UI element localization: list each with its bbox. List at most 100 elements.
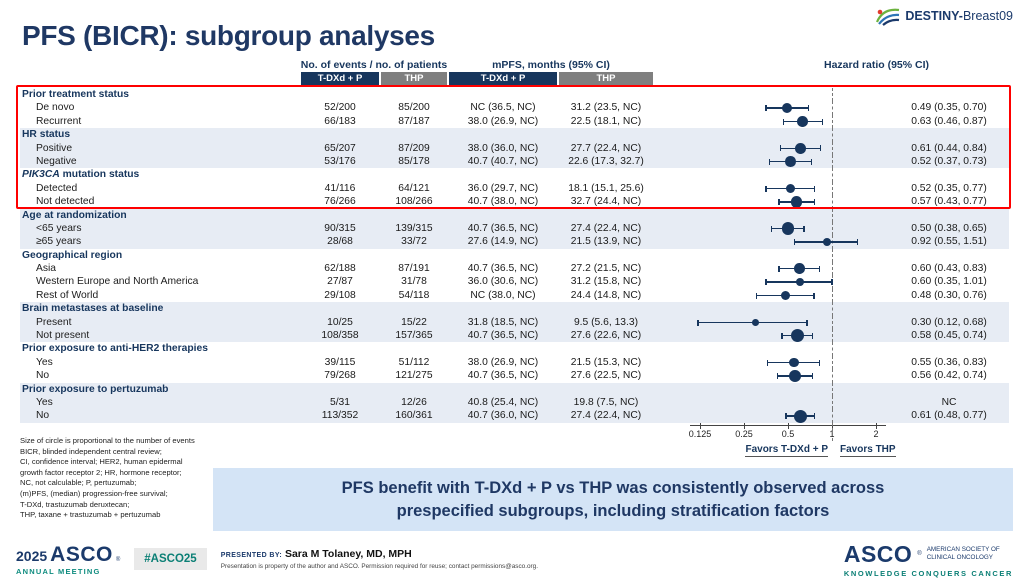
footnote-line: Size of circle is proportional to the nu… xyxy=(20,436,195,445)
mpfs-arm1-value: 36.0 (29.7, NC) xyxy=(467,182,539,194)
events-arm1-header: T-DXd + P xyxy=(301,72,379,86)
disclaimer-text: Presentation is property of the author a… xyxy=(220,563,538,570)
events-arm2-value: 121/275 xyxy=(395,370,433,382)
conclusion-banner: PFS benefit with T-DXd + P vs THP was co… xyxy=(213,468,1013,531)
footer: 2025 ASCO ® ANNUAL MEETING #ASCO25 PRESE… xyxy=(0,539,1027,585)
destiny-logo-text: DESTINY-Breast09 xyxy=(905,9,1013,23)
mpfs-arm1-value: 40.7 (40.7, NC) xyxy=(467,155,539,167)
events-arm2-value: 12/26 xyxy=(401,396,427,408)
favors-left-label: Favors T-DXd + P xyxy=(745,443,828,457)
forest-cell xyxy=(654,395,889,410)
forest-cell xyxy=(654,262,889,276)
events-arm2-value: 157/365 xyxy=(395,330,433,342)
events-arm2-header: THP xyxy=(381,72,447,86)
events-arm2-value: 87/187 xyxy=(398,115,430,127)
events-arm1-value: 53/176 xyxy=(324,155,356,167)
axis-tick-label: 0.125 xyxy=(688,428,712,439)
footnote-line: BICR, blinded independent central review… xyxy=(20,446,162,456)
events-arm1-value: 79/268 xyxy=(324,370,356,382)
registered-mark: ® xyxy=(917,551,922,557)
events-arm2-value: 85/200 xyxy=(398,102,430,114)
subgroup-label: Yes xyxy=(36,396,53,408)
reference-line xyxy=(832,395,833,410)
subgroup-row: Positive 65/207 87/209 38.0 (36.0, NC) 27.7 … xyxy=(20,141,1009,155)
subgroup-row: Rest of World 29/108 54/118 NC (38.0, NC) 24… xyxy=(20,288,1009,303)
mpfs-arm1-value: 40.7 (36.5, NC) xyxy=(467,370,539,382)
events-arm1-value: 113/352 xyxy=(321,410,359,422)
ci-cap-left xyxy=(794,239,796,246)
events-arm1-value: 10/25 xyxy=(327,316,353,328)
ci-cap-left xyxy=(697,319,699,326)
forest-cell xyxy=(654,154,889,169)
forest-cell xyxy=(654,409,889,423)
hr-value: 0.60 (0.43, 0.83) xyxy=(911,263,987,275)
forest-cell xyxy=(654,315,889,330)
hr-value: 0.48 (0.30, 0.76) xyxy=(911,289,987,301)
hr-value: 0.52 (0.35, 0.77) xyxy=(911,182,987,194)
mpfs-header: mPFS, months (95% CI) xyxy=(492,59,610,71)
mpfs-arm1-value: 40.7 (36.5, NC) xyxy=(467,330,539,342)
events-arm2-value: 54/118 xyxy=(398,289,430,301)
events-arm2-value: 108/266 xyxy=(395,196,433,208)
subgroup-row: <65 years 90/315 139/315 40.7 (36.5, NC) 27.… xyxy=(20,221,1009,236)
reference-line xyxy=(832,369,833,383)
reference-line xyxy=(832,208,833,222)
asco-org-line-1: AMERICAN SOCIETY OF xyxy=(926,546,1000,554)
mpfs-arm2-value: 18.1 (15.1, 25.6) xyxy=(568,182,644,194)
footnote-line: THP, taxane + trastuzumab + pertuzumab xyxy=(20,510,161,520)
mpfs-arm1-value: 40.7 (36.5, NC) xyxy=(467,263,539,275)
axis-tick-label: 2 xyxy=(873,428,879,439)
events-arm1-value: 76/266 xyxy=(324,196,356,208)
forest-cell xyxy=(654,275,889,289)
group-header-row: Geographical region xyxy=(20,248,1009,263)
subgroup-row: ≥65 years 28/68 33/72 27.6 (14.9, NC) 21.5 (… xyxy=(20,235,1009,249)
ci-cap-right xyxy=(814,199,816,206)
hr-point xyxy=(781,222,795,235)
hr-value: 0.60 (0.35, 1.01) xyxy=(911,276,987,288)
forest-cell xyxy=(654,168,889,182)
hr-value: NC xyxy=(941,396,957,408)
mpfs-arm1-value: 40.7 (36.5, NC) xyxy=(467,222,539,234)
group-header-row: Prior exposure to pertuzumab xyxy=(20,382,1009,396)
ci-cap-right xyxy=(856,239,859,246)
asco-meeting-logo: 2025 ASCO ® ANNUAL MEETING xyxy=(16,543,120,576)
meeting-year: 2025 xyxy=(16,547,48,564)
events-arm1-value: 65/207 xyxy=(324,142,356,154)
forest-cell xyxy=(654,101,889,115)
forest-cell xyxy=(654,141,889,155)
mpfs-arm1-value: 40.7 (38.0, NC) xyxy=(467,196,539,208)
hr-value: 0.56 (0.42, 0.74) xyxy=(911,370,987,382)
mpfs-arm2-header: THP xyxy=(559,72,653,86)
ci-cap-left xyxy=(782,118,784,125)
events-arm2-value: 85/178 xyxy=(398,155,430,167)
mpfs-arm2-value: 27.4 (22.4, NC) xyxy=(570,222,642,234)
ci-cap-left xyxy=(765,185,767,192)
meeting-asco: ASCO xyxy=(50,542,113,566)
forest-cell xyxy=(654,128,889,142)
reference-line xyxy=(832,195,833,209)
events-arm1-value: 66/183 xyxy=(324,115,356,127)
footnote-line: (m)PFS, (median) progression-free surviv… xyxy=(20,488,168,498)
forest-cell xyxy=(654,88,889,102)
group-label: Brain metastases at baseline xyxy=(22,303,164,315)
forest-cell xyxy=(654,342,889,356)
hr-point xyxy=(794,409,808,423)
subgroup-label: Western Europe and North America xyxy=(36,276,199,288)
group-label: PIK3CA mutation status xyxy=(22,169,140,181)
group-header-row: PIK3CA mutation status xyxy=(20,168,1009,182)
subgroup-label: Rest of World xyxy=(36,289,99,301)
conclusion-line-1: PFS benefit with T-DXd + P vs THP was co… xyxy=(341,479,885,497)
subgroup-label: Present xyxy=(36,316,72,328)
axis-tick-label: 0.25 xyxy=(735,428,753,439)
subgroup-label: No xyxy=(36,370,50,382)
ci-cap-right xyxy=(831,279,833,286)
forest-cell xyxy=(654,114,889,129)
events-arm1-value: 41/116 xyxy=(324,182,356,194)
mpfs-arm2-value: 27.2 (21.5, NC) xyxy=(570,263,642,275)
reference-line xyxy=(832,382,833,396)
hr-point xyxy=(789,357,799,368)
forest-cell xyxy=(654,181,889,196)
events-arm1-value: 39/115 xyxy=(324,356,356,368)
destiny-logo-icon xyxy=(876,8,900,26)
conclusion-line-2: prespecified subgroups, including strati… xyxy=(396,502,830,520)
